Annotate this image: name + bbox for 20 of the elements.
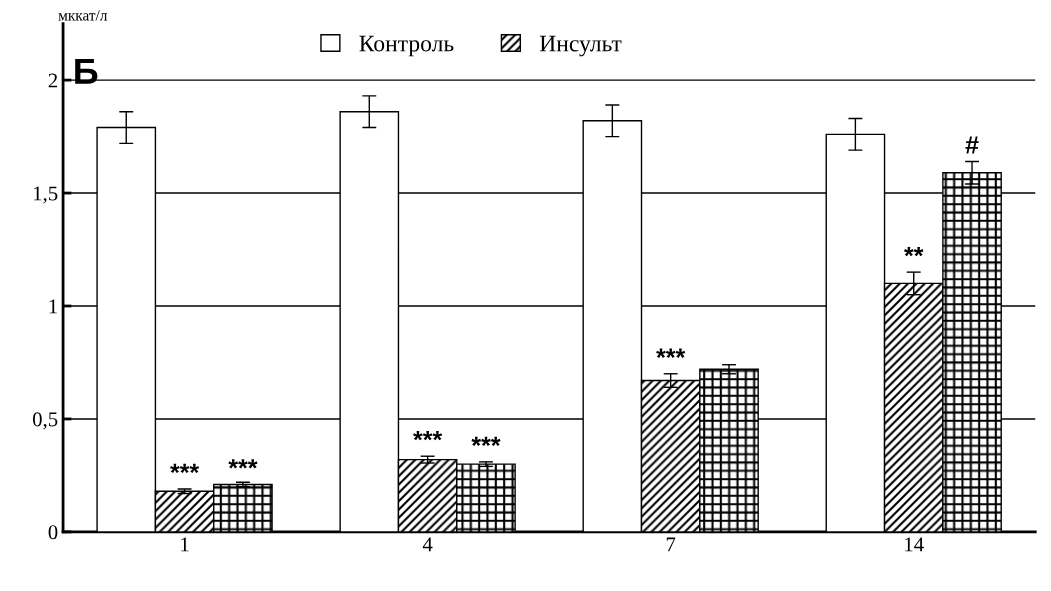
x-tick-label: 7	[666, 537, 676, 552]
annotation: Б	[75, 58, 98, 84]
annotation: ***	[471, 436, 501, 447]
annotation: ***	[413, 431, 443, 441]
y-tick-label: 1,5	[33, 186, 58, 204]
x-tick-label: 1	[181, 537, 189, 552]
legend-label: Контроль	[359, 35, 454, 57]
y-tick-label: 1	[49, 299, 57, 314]
annotation: ***	[228, 459, 258, 469]
y-tick-label: 2	[48, 73, 58, 88]
x-tick-label: 4	[422, 537, 433, 552]
x-tick-label: 14	[905, 537, 924, 552]
annotation: ***	[656, 348, 686, 358]
annotation: #	[965, 136, 979, 154]
legend-label: Инсульт	[539, 35, 622, 57]
y-tick-label: 0	[48, 525, 58, 540]
y-tick-label: 0,5	[32, 412, 58, 430]
annotation: **	[904, 246, 924, 257]
annotation: ***	[170, 463, 200, 474]
y-axis-title: мккат/л	[58, 10, 108, 21]
